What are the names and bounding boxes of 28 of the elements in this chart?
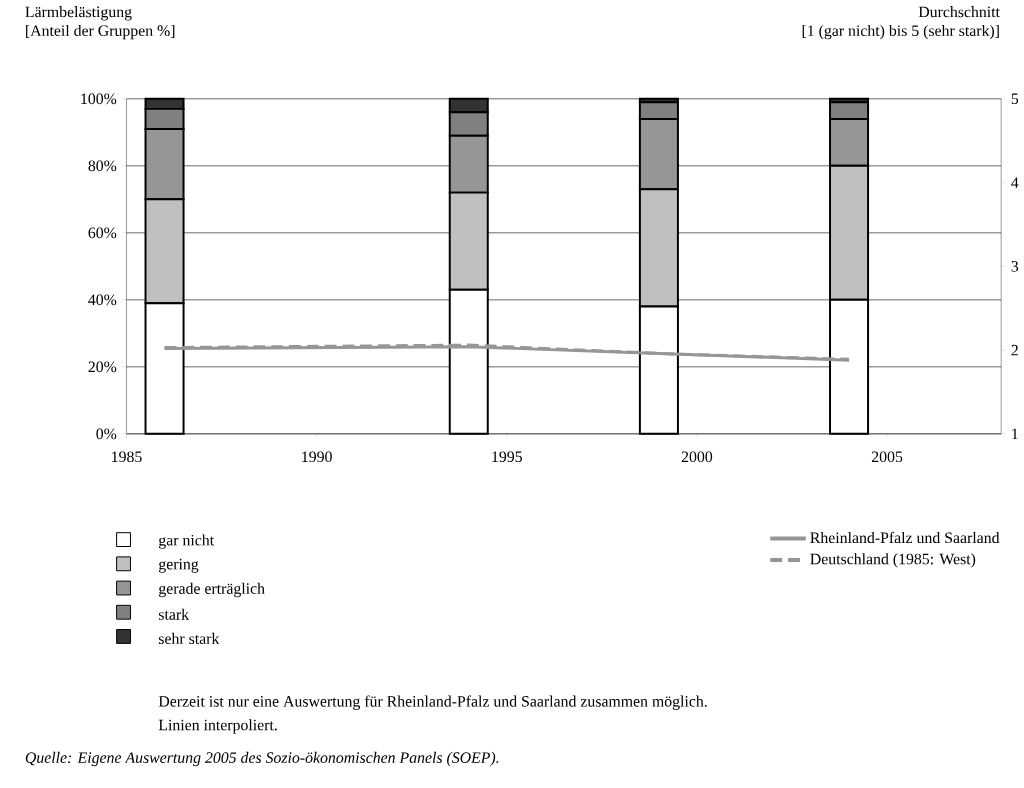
x-tick-label: 2000 — [681, 451, 713, 463]
y2-tick-label: 1 — [1012, 428, 1018, 440]
legend-label: gerade erträglich — [159, 582, 265, 598]
text: Derzeit ist nur eine Auswertung für Rheinland-Pfalz und Saarland zusammen möglich. — [158, 695, 707, 711]
legend-label: Rheinland-Pfalz und Saarland — [810, 531, 1000, 544]
x-tick-label: 1990 — [302, 451, 332, 463]
x-tick-label: 1985 — [112, 451, 142, 463]
legend-label: stark — [158, 608, 190, 620]
y-tick-label: 80% — [88, 160, 117, 172]
y-tick-label: 60% — [88, 227, 117, 239]
y-tick-label: 40% — [88, 294, 117, 306]
y-axis-title: Lärmbelästigung [Anteil der Gruppen %] — [25, 6, 175, 40]
legend-label: Deutschland (1985: West) — [810, 553, 976, 568]
y2-axis-title: Durchschnitt [1 (gar nicht) bis 5 (sehr stark)] — [802, 6, 1000, 40]
x-tick-label: 2005 — [871, 451, 903, 463]
legend-label: gering — [159, 559, 199, 573]
y2-tick-label: 4 — [1011, 177, 1019, 188]
y-tick-label: 0% — [96, 428, 117, 440]
y-tick-label: 100% — [81, 93, 117, 105]
y-tick-label: 20% — [88, 361, 117, 373]
y2-tick-label: 5 — [1011, 93, 1019, 105]
legend-label: sehr stark — [158, 633, 220, 645]
x-tick-label: 1995 — [492, 451, 522, 463]
y2-tick-label: 2 — [1011, 345, 1018, 356]
text: Linien interpoliert. — [158, 719, 277, 734]
y2-tick-label: 3 — [1011, 261, 1019, 272]
legend-label: gar nicht — [159, 534, 214, 549]
source-note: Quelle: Eigene Auswertung 2005 des Sozio-ökonomischen Panels (SOEP). — [25, 752, 499, 767]
